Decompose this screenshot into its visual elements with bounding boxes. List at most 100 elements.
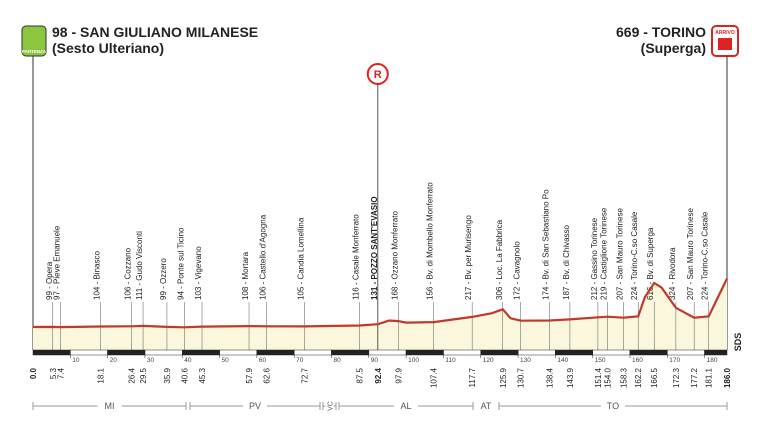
waypoint-label: 224 - Torino-C.so Casale [630,211,639,300]
waypoint-km: 172.3 [672,367,681,388]
km-bar-segment [256,349,295,356]
profile-area [33,278,727,350]
km-tick-label: 120 [483,357,494,364]
waypoint-label: 616 - Bv. di Superga [646,227,655,300]
km-bar-segment [517,349,556,356]
km-tick-label: 40 [184,357,192,364]
waypoint-km: 26.4 [128,367,137,383]
province-label: TO [607,401,619,411]
waypoint-label: 104 - Binasco [93,251,102,300]
km-tick-label: 130 [520,357,531,364]
waypoint-label: 219 - Castiglione Torinese [600,207,609,300]
waypoint-label: 111 - Gudo Visconti [135,231,144,300]
waypoint-label: 207 - San Mauro Torinese [616,208,625,300]
km-bar-segment [704,349,728,356]
waypoint-label: 105 - Candia Lomellina [296,217,305,300]
waypoint-km: 107.4 [430,367,439,388]
province-bg [601,400,625,412]
province-bg [474,400,498,412]
waypoint-km: 138.4 [545,367,554,388]
waypoint-label: 131 - POZZO SANT'EVASIO [370,196,379,300]
waypoint-label: 324 - Rivodora [668,247,677,300]
waypoint-label: 156 - Bv. di Mombello Monferrato [426,182,435,300]
km-tick-label: 50 [222,357,230,364]
km-tick-label: 70 [296,357,304,364]
waypoint-label: 217 - Bv. per Murisengo [464,215,473,300]
province-label: AT [481,401,492,411]
km-bar-segment [219,349,258,356]
waypoint-label: 97 - Pieve Emanuele [53,225,62,300]
marker-label: R [374,69,382,81]
km-bar-segment [107,349,146,356]
waypoint-km: 18.1 [97,367,106,383]
km-tick-label: 160 [632,357,643,364]
start-badge-text: PARTENZA [22,49,47,54]
km-bar-segment [293,349,332,356]
waypoint-km: 97.9 [394,367,403,383]
province-label: AL [400,401,411,411]
waypoint-label: 174 - Bv. di San Sebastiano Po [541,189,550,300]
waypoint-km: 87.5 [355,367,364,383]
province-bg [325,397,334,415]
finish-badge-icon [718,38,732,50]
waypoint-km: 158.3 [620,367,629,388]
profile-line [32,278,728,329]
start-subtitle: (Sesto Ulteriano) [52,40,164,56]
km-tick-label: 150 [595,357,606,364]
waypoint-label: 103 - Vigevano [194,246,203,300]
km-bar-segment [480,349,519,356]
km-bar-segment [629,349,668,356]
waypoint-km: 143.9 [566,367,575,388]
waypoint-km: 166.5 [650,367,659,388]
waypoint-label: 207 - San Mauro Torinese [686,208,695,300]
km-tick-label: 110 [445,357,456,364]
waypoint-label: 106 - Cozzano [124,247,133,300]
finish-title: 669 - TORINO [616,24,706,40]
waypoint-km: 92.4 [374,367,383,383]
waypoint-km: 130.7 [517,367,526,388]
waypoint-label: 99 - Ozzero [159,258,168,300]
waypoint-label: 168 - Ozzano Monferrato [390,211,399,300]
waypoint-km: 154.0 [604,367,613,388]
waypoint-km: 117.7 [468,367,477,387]
km-bar-segment [592,349,631,356]
waypoint-label: 187 - Bv. di Chivasso [562,224,571,300]
province-label: VC [328,401,335,411]
km-tick-label: 180 [707,357,718,364]
waypoint-km: 151.4 [594,367,603,388]
waypoint-label: 106 - Castello d'Agogna [259,214,268,300]
waypoint-label: 172 - Cavagnolo [513,241,522,300]
marker-circle [366,63,389,85]
province-label: PV [249,401,261,411]
km-tick-label: 60 [259,357,267,364]
province-bg [243,400,267,412]
finish-subtitle: (Superga) [641,40,706,56]
waypoint-km: 7.4 [57,367,66,379]
start-km: 0.0 [29,367,38,379]
km-tick-label: 30 [147,357,155,364]
waypoint-km: 62.6 [263,367,272,383]
waypoint-km: 29.5 [139,367,148,383]
credit: SDS [733,333,743,352]
km-bar-segment [443,349,481,356]
km-tick-label: 80 [333,357,341,364]
km-tick-label: 10 [72,357,80,364]
waypoint-label: 306 - Loc. La Fabbrica [495,219,504,300]
waypoint-km: 125.9 [499,367,508,388]
km-bar-segment [667,349,705,356]
finish-badge-text: ARRIVO [715,30,735,36]
km-bar-segment [32,349,71,356]
waypoint-km: 35.9 [163,367,172,383]
province-bg [394,400,418,412]
km-bar-segment [70,349,108,356]
waypoint-km: 162.2 [634,367,643,388]
waypoint-label: 116 - Casale Monferrato [351,214,360,300]
km-bar-segment [405,349,444,356]
province-bg [97,400,122,412]
waypoint-km: 181.1 [705,367,714,388]
km-bar-segment [144,349,183,356]
waypoint-km: 57.9 [245,367,254,383]
start-badge [21,25,47,57]
finish-km: 186.0 [723,367,732,388]
